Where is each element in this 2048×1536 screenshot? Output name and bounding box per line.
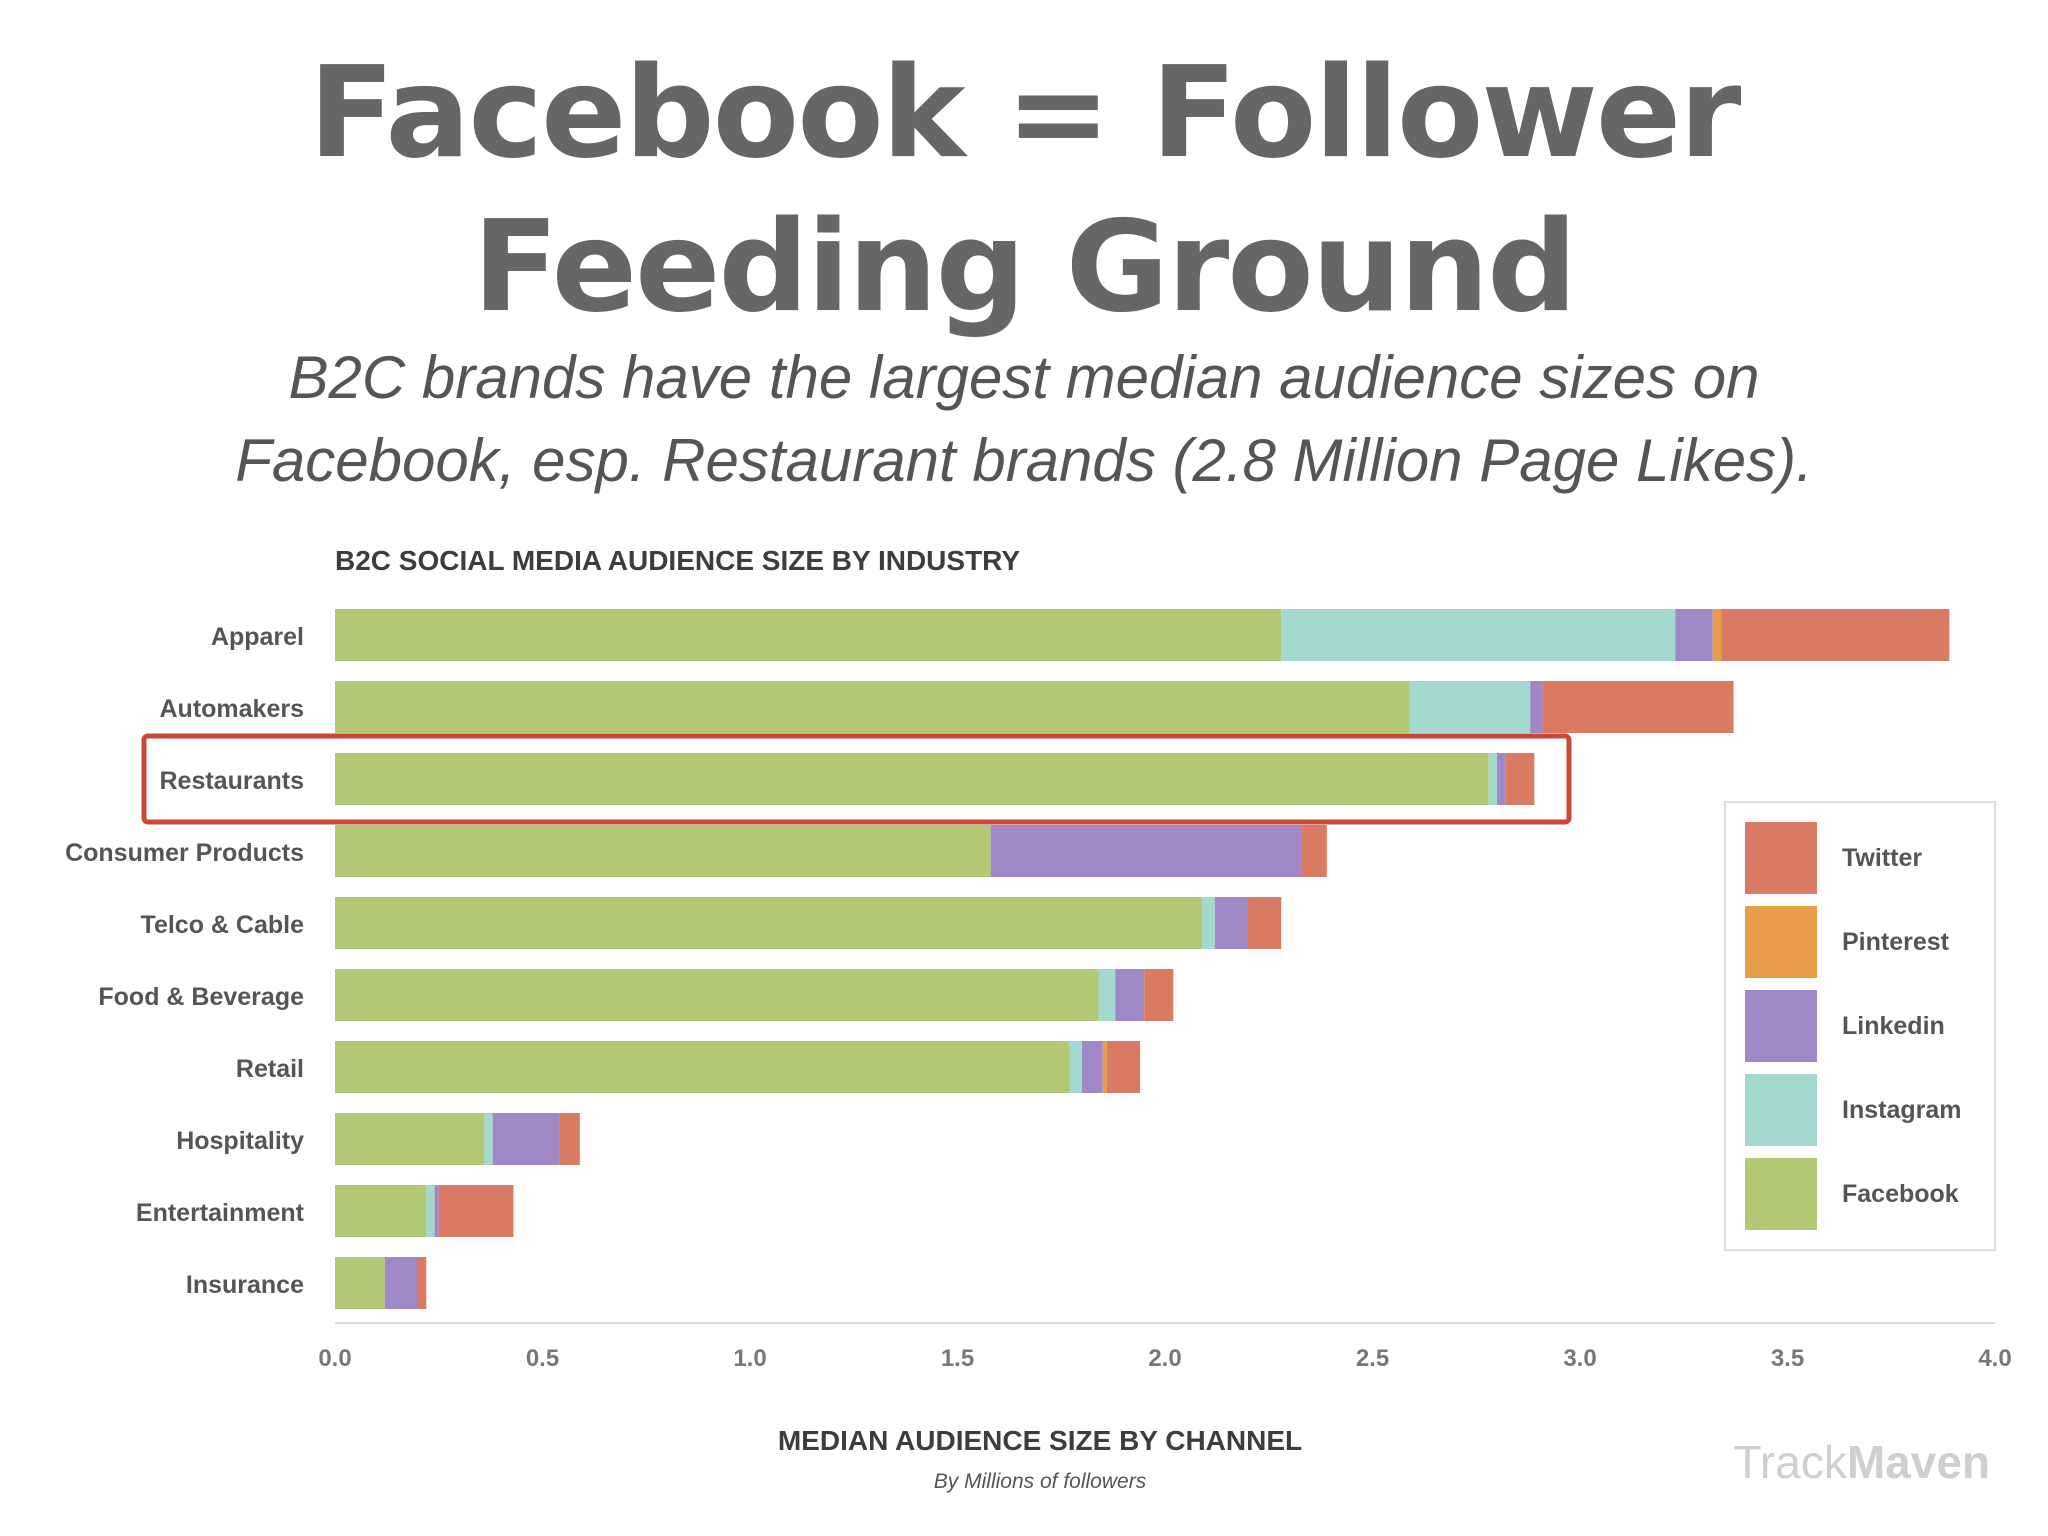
bar-apparel-pinterest [1712, 609, 1722, 661]
bar-entertainment-linkedin [434, 1185, 439, 1237]
legend-swatch-instagram [1745, 1074, 1817, 1146]
slide-title-line-2: Feeding Ground [472, 193, 1578, 340]
bar-food-beverage-twitter [1144, 969, 1174, 1021]
bar-telco-cable-instagram [1202, 897, 1215, 949]
bar-entertainment-instagram [426, 1185, 435, 1237]
bar-consumer-products-twitter [1301, 825, 1327, 877]
bar-apparel-facebook [335, 609, 1282, 661]
x-tick-label: 4.0 [1978, 1345, 2011, 1372]
legend-swatch-linkedin [1745, 990, 1817, 1062]
category-label-automakers: Automakers [160, 695, 305, 723]
legend-label-facebook: Facebook [1842, 1180, 1959, 1208]
bar-food-beverage-linkedin [1115, 969, 1145, 1021]
bar-food-beverage-instagram [1098, 969, 1116, 1021]
watermark-part-2: Maven [1847, 1436, 1990, 1488]
bar-hospitality-linkedin [492, 1113, 560, 1165]
slide-subtitle-line-2: Facebook, esp. Restaurant brands (2.8 Mi… [235, 427, 1813, 494]
category-label-insurance: Insurance [186, 1271, 304, 1299]
bar-automakers-twitter [1542, 681, 1734, 733]
bar-food-beverage-facebook [335, 969, 1099, 1021]
bar-restaurants-twitter [1505, 753, 1535, 805]
category-label-retail: Retail [236, 1055, 304, 1083]
slide-subtitle-line-1: B2C brands have the largest median audie… [288, 344, 1760, 411]
bar-retail-twitter [1106, 1041, 1141, 1093]
slide-subtitle: B2C brands have the largest median audie… [0, 336, 2048, 502]
bar-apparel-linkedin [1675, 609, 1713, 661]
x-axis-title: MEDIAN AUDIENCE SIZE BY CHANNEL [778, 1425, 1302, 1456]
category-label-restaurants: Restaurants [160, 767, 305, 795]
bar-restaurants-facebook [335, 753, 1489, 805]
bar-retail-pinterest [1102, 1041, 1107, 1093]
bar-automakers-linkedin [1530, 681, 1543, 733]
trackmaven-watermark: TrackMaven [1734, 1436, 1990, 1488]
legend-label-twitter: Twitter [1842, 844, 1922, 872]
bar-automakers-instagram [1409, 681, 1531, 733]
bar-automakers-facebook [335, 681, 1410, 733]
bar-retail-linkedin [1082, 1041, 1103, 1093]
bar-insurance-linkedin [384, 1257, 418, 1309]
category-labels: Apparel Automakers Restaurants Consumer Pro… [65, 623, 305, 1299]
bar-hospitality-instagram [484, 1113, 493, 1165]
category-label-hospitality: Hospitality [176, 1127, 304, 1155]
bar-restaurants-instagram [1488, 753, 1497, 805]
bar-telco-cable-facebook [335, 897, 1203, 949]
x-tick-labels: 0.0 0.5 1.0 1.5 2.0 2.5 3.0 3.5 4.0 [318, 1345, 2011, 1372]
legend-swatch-twitter [1745, 822, 1817, 894]
bar-insurance-facebook [335, 1257, 385, 1309]
category-label-entertainment: Entertainment [136, 1199, 305, 1227]
slide-title-line-1: Facebook = Follower [308, 39, 1742, 186]
bar-insurance-twitter [418, 1257, 427, 1309]
bar-hospitality-facebook [335, 1113, 485, 1165]
bar-consumer-products-facebook [335, 825, 991, 877]
bar-telco-cable-linkedin [1214, 897, 1248, 949]
x-tick-label: 2.0 [1148, 1345, 1181, 1372]
bar-consumer-products-linkedin [990, 825, 1302, 877]
legend-items: Twitter Pinterest Linkedin Instagram Faceboo… [1745, 822, 1961, 1230]
legend-label-linkedin: Linkedin [1842, 1012, 1945, 1040]
chart-title: B2C SOCIAL MEDIA AUDIENCE SIZE BY INDUST… [335, 545, 1020, 576]
x-tick-label: 3.5 [1771, 1345, 1804, 1372]
bar-apparel-instagram [1281, 609, 1676, 661]
x-tick-label: 1.0 [733, 1345, 766, 1372]
x-tick-label: 1.5 [941, 1345, 974, 1372]
bar-apparel-twitter [1721, 609, 1950, 661]
x-tick-label: 3.0 [1563, 1345, 1596, 1372]
legend-swatch-pinterest [1745, 906, 1817, 978]
watermark-part-1: Track [1734, 1436, 1848, 1488]
slide-title: Facebook = Follower Feeding Ground [0, 36, 2048, 344]
legend-label-instagram: Instagram [1842, 1096, 1961, 1124]
bar-retail-instagram [1069, 1041, 1082, 1093]
bars [335, 609, 1950, 1309]
category-label-food-beverage: Food & Beverage [98, 983, 304, 1011]
legend-swatch-facebook [1745, 1158, 1817, 1230]
bar-entertainment-facebook [335, 1185, 427, 1237]
bar-telco-cable-twitter [1248, 897, 1282, 949]
highlight-box [141, 733, 1572, 825]
x-axis-subtitle: By Millions of followers [934, 1470, 1147, 1493]
x-tick-label: 0.0 [318, 1345, 351, 1372]
x-tick-label: 2.5 [1356, 1345, 1389, 1372]
bar-entertainment-twitter [438, 1185, 514, 1237]
category-label-consumer-products: Consumer Products [65, 839, 304, 867]
bar-restaurants-linkedin [1497, 753, 1506, 805]
bar-retail-facebook [335, 1041, 1070, 1093]
legend-label-pinterest: Pinterest [1842, 928, 1950, 956]
category-label-apparel: Apparel [211, 623, 304, 651]
x-tick-label: 0.5 [526, 1345, 559, 1372]
category-label-telco-cable: Telco & Cable [141, 911, 305, 939]
legend: Twitter Pinterest Linkedin Instagram Faceboo… [1724, 801, 1996, 1251]
bar-hospitality-twitter [559, 1113, 580, 1165]
